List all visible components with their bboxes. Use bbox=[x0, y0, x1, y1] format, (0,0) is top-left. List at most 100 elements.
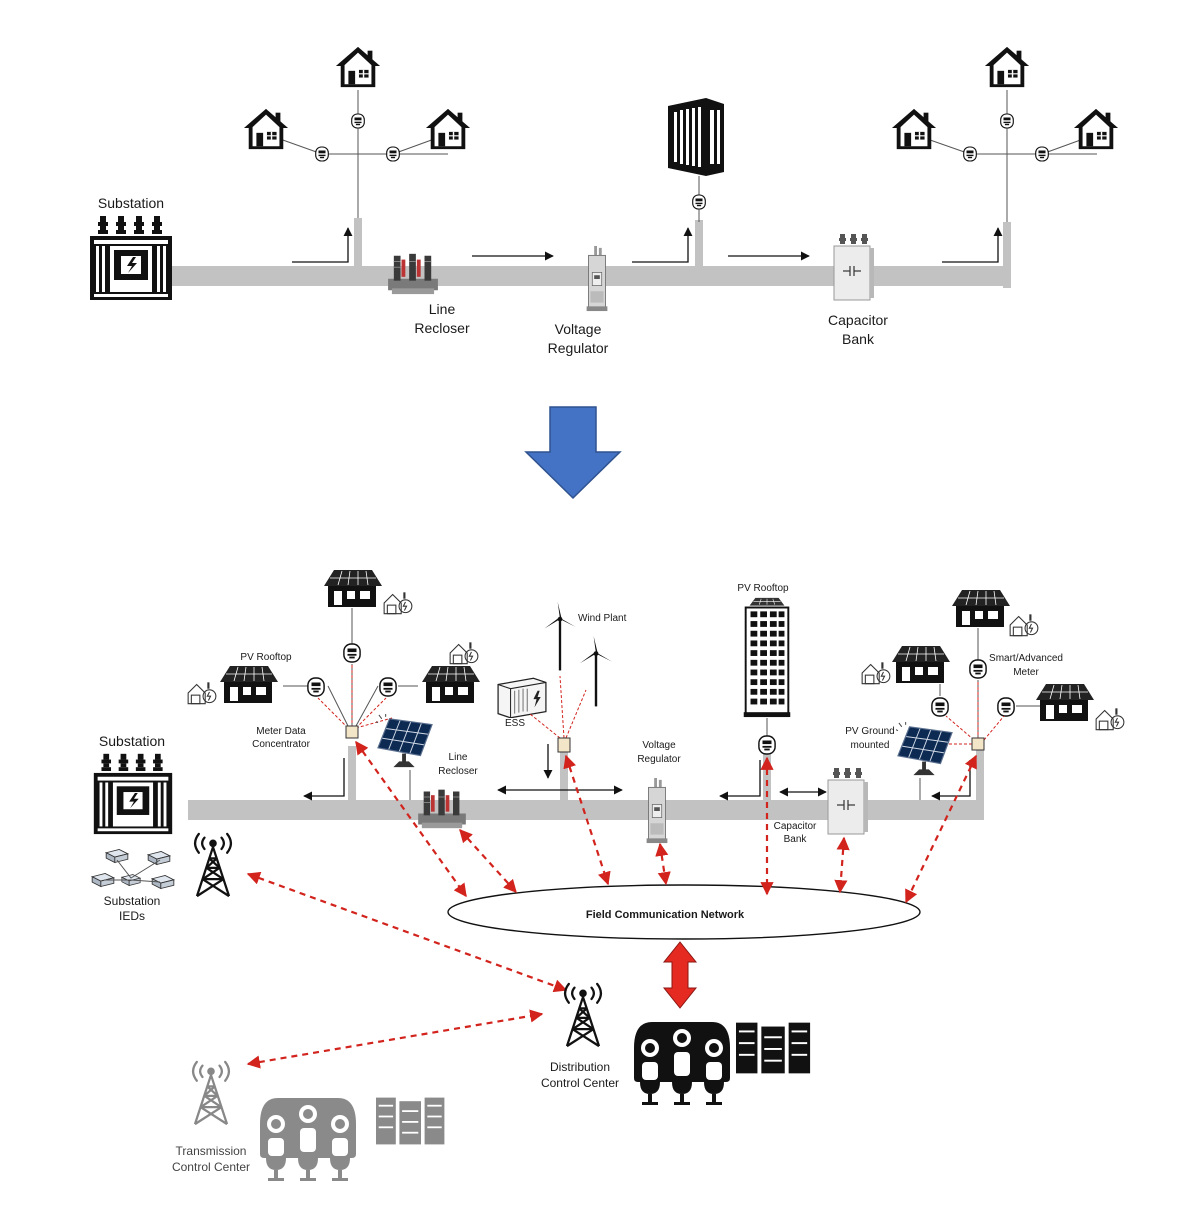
top-flow-arrow-1 bbox=[292, 227, 353, 263]
comm-link-capacitor bbox=[834, 836, 850, 894]
ev-charger-icon bbox=[1095, 707, 1125, 731]
top-voltage-regulator-label-2: Regulator bbox=[548, 340, 609, 356]
pv-rooftop-building-label: PV Rooftop bbox=[737, 583, 789, 594]
bottom-line-recloser-label-1: Line bbox=[449, 752, 468, 763]
substation-ieds-label-2: IEDs bbox=[119, 909, 145, 923]
bottom-substation-label: Substation bbox=[99, 733, 165, 749]
wind-plant-label: Wind Plant bbox=[578, 613, 627, 624]
tcc-label-1: Transmission bbox=[176, 1144, 247, 1158]
ev-charger-icon bbox=[187, 681, 217, 705]
house-icon bbox=[1035, 683, 1095, 722]
solar-panel-icon bbox=[376, 714, 433, 768]
smart-meter-icon bbox=[386, 146, 400, 162]
radio-tower-icon bbox=[191, 1060, 231, 1126]
smart-meter-icon bbox=[1000, 113, 1014, 129]
cluster-1-wires bbox=[283, 608, 418, 727]
bottom-diagram: Substation Substation IEDs PV Rooftop bbox=[91, 569, 1125, 1181]
bottom-capacitor-bank-label-1: Capacitor bbox=[774, 821, 817, 832]
mdc-label-2: Concentrator bbox=[252, 739, 310, 750]
building-icon bbox=[742, 596, 792, 718]
top-house-cluster-2 bbox=[891, 46, 1119, 222]
server-rack-icon bbox=[736, 1022, 811, 1074]
transition-down-arrow bbox=[524, 406, 622, 500]
smart-meter-icon bbox=[969, 659, 987, 679]
wind-concentrator-icon bbox=[557, 737, 571, 753]
distribution-control-center: Distribution Control Center bbox=[541, 982, 811, 1105]
bottom-line-recloser-label-2: Recloser bbox=[438, 766, 478, 777]
house-icon bbox=[323, 569, 383, 608]
smart-meter-icon bbox=[931, 697, 949, 717]
house-icon bbox=[243, 108, 289, 150]
top-flow-arrow-5 bbox=[942, 227, 1003, 263]
smart-meter-icon bbox=[343, 643, 361, 663]
wind-ess-group: Wind Plant ESS bbox=[497, 602, 627, 753]
top-substation-icon bbox=[90, 216, 172, 300]
top-capacitor-bank-icon bbox=[833, 233, 875, 301]
smart-meter-label-1: Smart/Advanced bbox=[989, 653, 1063, 664]
meter-data-concentrator-icon bbox=[345, 725, 359, 739]
bottom-flow-arrow-1 bbox=[303, 758, 345, 801]
top-feeder-branch-2 bbox=[695, 220, 703, 268]
smart-meter-label-2: Meter bbox=[1013, 667, 1039, 678]
top-building-group bbox=[668, 98, 724, 222]
comm-link-regulator bbox=[655, 842, 671, 886]
pv-rooftop-left-label: PV Rooftop bbox=[240, 652, 292, 663]
comm-link-wind bbox=[563, 754, 611, 886]
radio-tower-icon bbox=[563, 982, 603, 1048]
top-house-cluster-1 bbox=[243, 46, 471, 218]
smart-meter-icon bbox=[997, 697, 1015, 717]
transmission-control-center: Transmission Control Center bbox=[172, 1060, 445, 1181]
bottom-feeder-branch-1 bbox=[348, 746, 356, 802]
bottom-voltage-regulator-icon bbox=[646, 778, 668, 844]
wind-ess-links bbox=[529, 675, 587, 739]
top-feeder-branch-3 bbox=[1003, 222, 1011, 288]
ev-charger-icon bbox=[1009, 613, 1039, 637]
network-to-dcc-arrow bbox=[662, 941, 698, 1009]
comm-link-recloser bbox=[459, 829, 517, 893]
house-icon bbox=[219, 665, 279, 704]
bottom-house-cluster-2: Smart/Advanced Meter PV Ground mounted bbox=[845, 589, 1125, 800]
dcc-label-1: Distribution bbox=[550, 1060, 610, 1074]
mdc-label-1: Meter Data bbox=[256, 726, 306, 737]
comm-link-tcc-dcc bbox=[246, 1009, 544, 1069]
ess-icon bbox=[497, 677, 547, 718]
smart-meter-icon bbox=[1035, 146, 1049, 162]
smart-meter-icon bbox=[963, 146, 977, 162]
top-cluster-1-wires bbox=[265, 90, 449, 218]
bottom-house-cluster-1: PV Rooftop Meter Data Concentrator bbox=[187, 569, 481, 800]
bottom-flow-arrow-4 bbox=[719, 760, 761, 801]
bottom-voltage-regulator-label-2: Regulator bbox=[637, 754, 681, 765]
pv-ground-label-2: mounted bbox=[851, 740, 890, 751]
top-line-recloser-label-1: Line bbox=[429, 301, 456, 317]
house-icon bbox=[425, 108, 471, 150]
smart-meter-icon bbox=[379, 677, 397, 697]
house-icon bbox=[1073, 108, 1119, 150]
tcc-label-2: Control Center bbox=[172, 1160, 250, 1174]
top-voltage-regulator-icon bbox=[586, 246, 608, 312]
smart-meter-icon bbox=[692, 194, 706, 210]
top-flow-arrow-3 bbox=[632, 227, 693, 263]
smart-meter-icon bbox=[758, 735, 776, 755]
house-icon bbox=[421, 665, 481, 704]
top-recloser-icon bbox=[387, 253, 439, 295]
smart-meter-icon bbox=[351, 113, 365, 129]
cluster-2-wires bbox=[939, 628, 1040, 738]
ev-charger-icon bbox=[449, 641, 479, 665]
field-comm-links bbox=[355, 740, 977, 904]
comm-link-mdc bbox=[355, 740, 467, 898]
comm-link-right-mdc bbox=[905, 754, 977, 904]
top-substation-label: Substation bbox=[98, 195, 164, 211]
substation-ieds-group bbox=[91, 849, 175, 889]
building-icon bbox=[668, 98, 724, 176]
ev-charger-icon bbox=[383, 591, 413, 615]
meter-data-concentrator-icon-2 bbox=[971, 737, 985, 751]
top-diagram: Substation Line bbox=[90, 46, 1119, 356]
people-group-icon bbox=[634, 1022, 730, 1105]
bottom-feeder-branch-4 bbox=[976, 748, 984, 820]
bottom-capacitor-bank-label-2: Bank bbox=[784, 834, 808, 845]
bottom-substation-icon bbox=[93, 753, 173, 835]
ess-label: ESS bbox=[505, 718, 525, 729]
comm-link-substation-dcc bbox=[246, 871, 568, 993]
substation-ieds-label-1: Substation bbox=[104, 894, 161, 908]
